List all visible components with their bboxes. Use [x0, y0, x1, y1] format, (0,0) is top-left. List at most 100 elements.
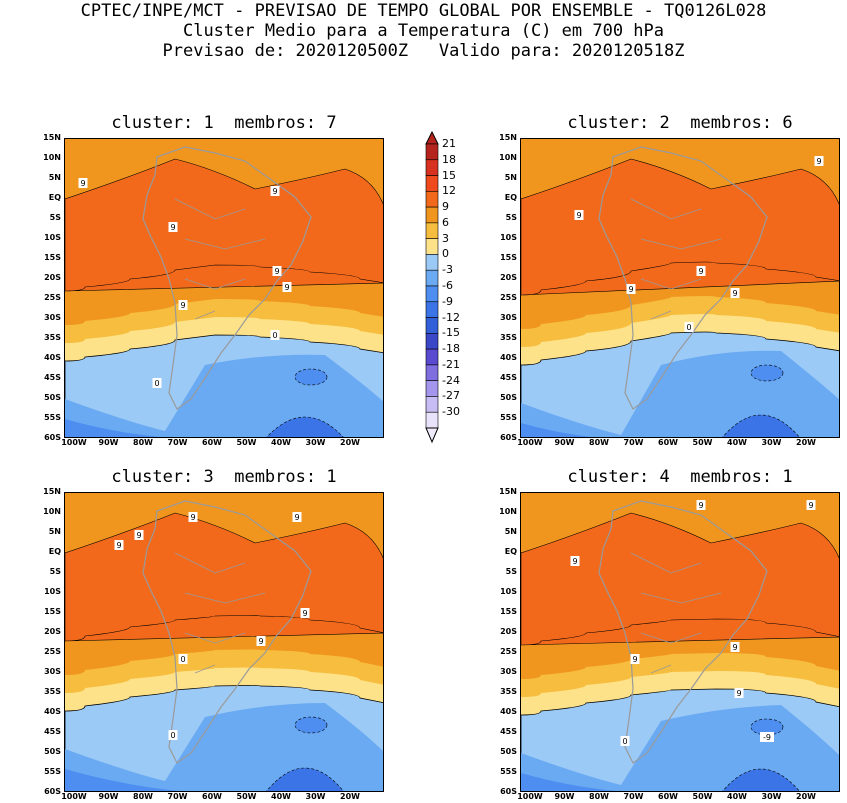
svg-text:0: 0 — [622, 737, 627, 746]
svg-text:9: 9 — [698, 501, 703, 510]
lon-tick-label: 60W — [202, 792, 222, 801]
lon-tick-label: 50W — [236, 438, 257, 447]
colorbar-label: 21 — [442, 137, 456, 150]
lat-tick-label: 5N — [48, 173, 61, 182]
lon-tick-label: 30W — [305, 792, 326, 801]
colorbar-label: 15 — [442, 168, 456, 182]
lat-tick-label: 40S — [44, 353, 61, 362]
svg-text:9: 9 — [190, 513, 195, 522]
lon-tick-label: 30W — [761, 438, 782, 447]
lon-tick-label: 70W — [623, 438, 644, 447]
lat-tick-label: 40S — [44, 707, 61, 716]
lat-tick-label: 45S — [500, 373, 517, 382]
lat-tick-label: 5S — [505, 567, 517, 576]
continent-outline — [598, 146, 768, 410]
lon-tick-label: 20W — [340, 438, 360, 447]
subtitle-variable: Cluster Medio para a Temperatura (C) em … — [182, 21, 665, 41]
lon-tick-label: 90W — [98, 438, 119, 447]
contour-label: 0 — [270, 330, 280, 340]
svg-text:9: 9 — [808, 501, 813, 510]
svg-text:9: 9 — [576, 211, 581, 220]
svg-text:9: 9 — [632, 655, 637, 664]
lon-tick-label: 60W — [658, 792, 678, 801]
lon-tick-label: 100W — [517, 438, 543, 447]
colorbar-swatch — [425, 380, 439, 397]
contour-label: 9 — [570, 556, 580, 566]
colorbar-label: -9 — [442, 294, 453, 308]
country-borders — [174, 552, 266, 674]
lat-tick-label: 55S — [500, 413, 517, 422]
lon-tick-label: 70W — [623, 792, 644, 801]
lon-tick-label: 20W — [796, 792, 816, 801]
lat-tick-label: 5N — [504, 173, 517, 182]
contour-label: 9 — [134, 530, 144, 540]
colorbar-label: 18 — [442, 152, 456, 166]
svg-text:9: 9 — [258, 637, 263, 646]
lat-tick-label: 30S — [500, 667, 517, 676]
lat-tick-label: 30S — [44, 667, 61, 676]
lon-tick-label: 30W — [761, 792, 782, 801]
colorbar-swatch — [425, 348, 439, 366]
subtitle-dates: Previsao de: 2020120500Z Valido para: 20… — [162, 41, 685, 61]
colorbar-swatch — [425, 333, 439, 350]
svg-text:9: 9 — [816, 157, 821, 166]
colorbar-swatch — [425, 238, 439, 255]
contour-label: 9 — [696, 266, 706, 276]
lat-tick-label: 15N — [499, 487, 517, 496]
field-colder-region — [521, 423, 591, 437]
colorbar-label: -21 — [442, 357, 460, 371]
svg-text:9: 9 — [732, 289, 737, 298]
colorbar-swatch — [425, 222, 439, 239]
svg-text:9: 9 — [284, 283, 289, 292]
panel-title-2: cluster: 2 membros: 6 — [567, 113, 793, 133]
svg-text:9: 9 — [116, 541, 121, 550]
contour-label: 9 — [696, 500, 706, 510]
country-borders — [630, 198, 722, 320]
lat-tick-label: 20S — [500, 273, 517, 282]
contour-label: 9 — [730, 288, 740, 298]
colorbar-swatch — [425, 269, 439, 287]
lon-tick-label: 80W — [133, 792, 153, 801]
lat-tick-label: 10N — [499, 507, 517, 516]
contour-label: 9 — [178, 300, 188, 310]
lat-tick-label: 10S — [500, 233, 517, 242]
colorbar-swatch — [425, 301, 439, 318]
lat-tick-label: EQ — [504, 193, 517, 202]
colorbar-swatch — [425, 159, 439, 176]
colorbar-scale — [425, 130, 439, 444]
colorbar-swatch — [425, 285, 439, 303]
svg-text:9: 9 — [136, 531, 141, 540]
field-9C-region — [521, 158, 839, 296]
colorbar-swatch — [425, 254, 439, 271]
continent-outline — [598, 500, 768, 764]
colorbar-swatch — [425, 317, 439, 334]
lat-tick-label: 40S — [500, 353, 517, 362]
contour-label: 9 — [272, 266, 282, 276]
colorbar-label: -24 — [442, 373, 460, 387]
lat-tick-label: 5S — [49, 213, 61, 222]
lat-tick-label: 20S — [44, 273, 61, 282]
lat-tick-label: 20S — [44, 627, 61, 636]
colorbar-label: 9 — [442, 200, 449, 214]
svg-text:0: 0 — [170, 731, 175, 740]
lat-tick-label: 30S — [500, 313, 517, 322]
contour-label: 9 — [256, 636, 266, 646]
contour-label: 0 — [178, 654, 188, 664]
lat-tick-label: 60S — [44, 433, 61, 442]
contour-label: -9 — [760, 732, 774, 742]
lat-tick-label: 5S — [505, 213, 517, 222]
lon-tick-label: 40W — [727, 438, 747, 447]
lon-tick-label: 20W — [340, 792, 360, 801]
field-cold-pocket — [294, 716, 328, 734]
svg-text:9: 9 — [180, 301, 185, 310]
colorbar-swatch — [425, 364, 439, 381]
lon-tick-label: 30W — [305, 438, 326, 447]
map-panel-4: 9 9 9 9 9 9 0 -9 — [520, 492, 840, 792]
lon-tick-label: 90W — [98, 792, 119, 801]
lon-tick-label: 70W — [167, 438, 188, 447]
lat-tick-label: 35S — [500, 687, 517, 696]
colorbar-label: 6 — [442, 215, 449, 229]
contour-label: 9 — [814, 156, 824, 166]
lon-tick-label: 50W — [236, 792, 257, 801]
lon-tick-label: 80W — [589, 792, 609, 801]
